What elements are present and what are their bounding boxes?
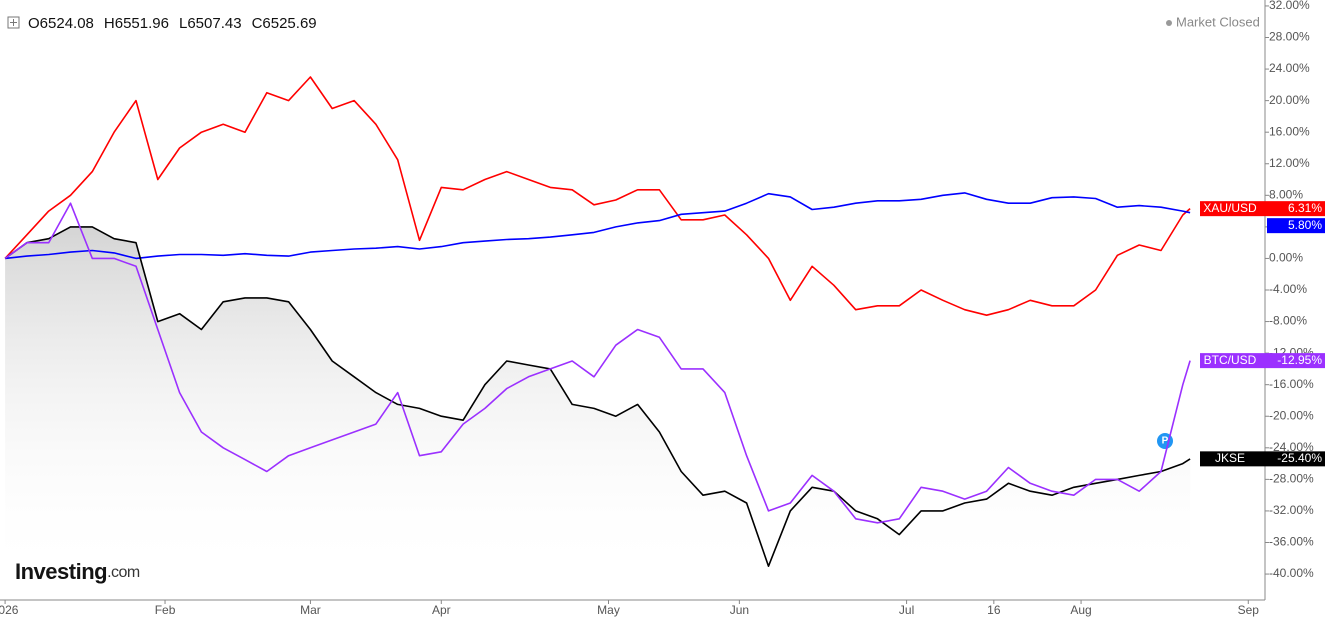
end-tag-value: -12.95%: [1277, 353, 1322, 367]
end-tag-name-box: [1200, 451, 1267, 467]
end-tag-name-box: [1200, 353, 1267, 369]
y-tick-label: -36.00%: [1269, 535, 1314, 549]
y-tick-label: 24.00%: [1269, 61, 1310, 75]
area: [5, 226, 1191, 578]
ohlc-label: O: [28, 15, 40, 32]
ohlc-label: L: [179, 15, 187, 32]
end-tag-value-box: [1267, 451, 1325, 467]
ohlc-value: 6524.08: [40, 15, 94, 32]
y-tick-label: -28.00%: [1269, 472, 1314, 486]
x-tick-label: Apr: [432, 603, 451, 617]
market-status: Market Closed: [1176, 14, 1260, 29]
y-tick-label: -40.00%: [1269, 566, 1314, 580]
x-tick-label: 2026: [0, 603, 19, 617]
ohlc-label: C: [252, 15, 263, 32]
y-tick-label: 20.00%: [1269, 93, 1310, 107]
ohlc-value: 6525.69: [262, 15, 316, 32]
legend-entry: BTC/USD: [1204, 353, 1257, 367]
y-tick-label: -32.00%: [1269, 503, 1314, 517]
y-tick-label: 16.00%: [1269, 124, 1310, 138]
end-tag-value-box: [1267, 201, 1325, 217]
end-tag-value-box: [1267, 218, 1325, 234]
y-tick-label: 32.00%: [1269, 0, 1310, 12]
series-line: [5, 192, 1191, 260]
series-line: [4, 202, 1191, 524]
ohlc-value: 6551.96: [115, 15, 169, 32]
x-tick-label: 16: [987, 603, 1001, 617]
y-tick-label: -8.00%: [1269, 314, 1307, 328]
ohlc-label: H: [104, 15, 115, 32]
x-tick-label: Mar: [300, 603, 321, 617]
y-tick-label: 8.00%: [1269, 187, 1303, 201]
legend-entry: JKSE: [1215, 451, 1245, 465]
x-tick-label: Jul: [899, 603, 914, 617]
x-tick-label: Sep: [1238, 603, 1260, 617]
p-marker-label: P: [1162, 436, 1169, 447]
x-tick-label: Jun: [730, 603, 749, 617]
y-tick-label: -4.00%: [1269, 282, 1307, 296]
x-tick-label: Feb: [155, 603, 176, 617]
y-tick-label: 0.00%: [1269, 251, 1303, 265]
y-tick-label: 12.00%: [1269, 156, 1310, 170]
header: Market Closed: [7, 14, 1260, 29]
end-tag-value: 6.31%: [1288, 201, 1322, 215]
end-tag-value-box: [1267, 353, 1325, 369]
series-line: [4, 76, 1191, 316]
y-tick-label: -16.00%: [1269, 377, 1314, 391]
expand-icon[interactable]: [7, 16, 20, 29]
y-tick-label: 28.00%: [1269, 30, 1310, 44]
end-tag-value: 5.80%: [1288, 218, 1322, 232]
end-tag-value: -25.40%: [1277, 451, 1322, 465]
ohlc-value: 6507.43: [187, 15, 241, 32]
legend-entry: XAU/USD: [1203, 201, 1257, 215]
y-tick-label: -20.00%: [1269, 408, 1314, 422]
ohlc: O6524.08 H6551.96 L6507.43 C6525.69: [28, 15, 317, 32]
series-line: [4, 226, 1191, 567]
end-tag-name-box: [1200, 201, 1267, 217]
x-tick-label: May: [597, 603, 620, 617]
status-dot: [1166, 20, 1172, 26]
y-tick-label: -24.00%: [1269, 440, 1314, 454]
x-tick-label: Aug: [1070, 603, 1091, 617]
